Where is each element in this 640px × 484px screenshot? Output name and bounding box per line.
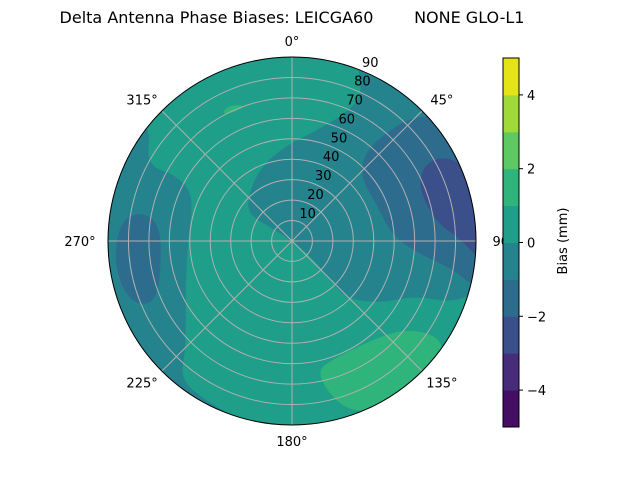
colorbar-band (503, 353, 519, 391)
radial-tick-label: 80 (354, 75, 371, 90)
colorbar-tick-label: 2 (527, 163, 535, 178)
radial-tick-label: 50 (331, 131, 348, 146)
radial-tick-labels: 10 20 30 40 50 60 70 80 90 (299, 56, 378, 222)
grid-spoke-135 (291, 240, 423, 372)
radial-tick-label: 30 (315, 169, 332, 184)
contour-region-3 (115, 214, 161, 304)
colorbar-tick-label: 0 (527, 237, 535, 252)
colorbar-label: Bias (mm) (556, 208, 571, 275)
colorbar-band (503, 242, 519, 280)
contour-region-2 (362, 116, 476, 284)
theta-tick-label: 315° (126, 94, 157, 109)
theta-tick-label: 45° (430, 94, 453, 109)
polar-plot-area (107, 56, 477, 426)
grid-spoke-225 (161, 240, 293, 372)
colorbar-band (503, 131, 519, 170)
theta-tick-label: 225° (126, 376, 157, 391)
theta-tick-labels: 0°45°90°135°180°225°270°315° (64, 35, 515, 450)
radial-tick-label: 70 (346, 94, 363, 109)
radial-tick-label: 10 (299, 207, 316, 222)
colorbar-band (503, 316, 519, 354)
colorbar-band (503, 279, 519, 317)
radial-tick-label: 40 (323, 150, 340, 165)
colorbar: −4 −2 0 2 4 (502, 57, 546, 428)
colorbar-tick-label: −4 (527, 384, 546, 399)
colorbar-tick-label: 4 (527, 89, 535, 104)
radial-tick-label: 90 (362, 56, 379, 71)
colorbar-tick-label: −2 (527, 310, 546, 325)
colorbar-band (503, 390, 519, 428)
theta-tick-label: 0° (285, 35, 300, 50)
contour-region-6 (223, 105, 243, 114)
colorbar-band (503, 168, 519, 207)
polar-frame (107, 56, 477, 426)
grid-spoke-315 (161, 110, 293, 242)
theta-tick-label: 270° (64, 235, 95, 250)
chart-title: Delta Antenna Phase Biases: LEICGA60 NON… (60, 8, 525, 27)
colorbar-band (503, 94, 519, 133)
radial-tick-label: 20 (307, 188, 324, 203)
colorbar-band (503, 58, 519, 96)
contour-fills (108, 57, 476, 425)
colorbar-band (503, 205, 519, 243)
grid-spoke-45 (291, 110, 423, 242)
radial-tick-label: 60 (338, 112, 355, 127)
theta-tick-label: 135° (426, 376, 457, 391)
theta-tick-label: 180° (276, 435, 307, 450)
